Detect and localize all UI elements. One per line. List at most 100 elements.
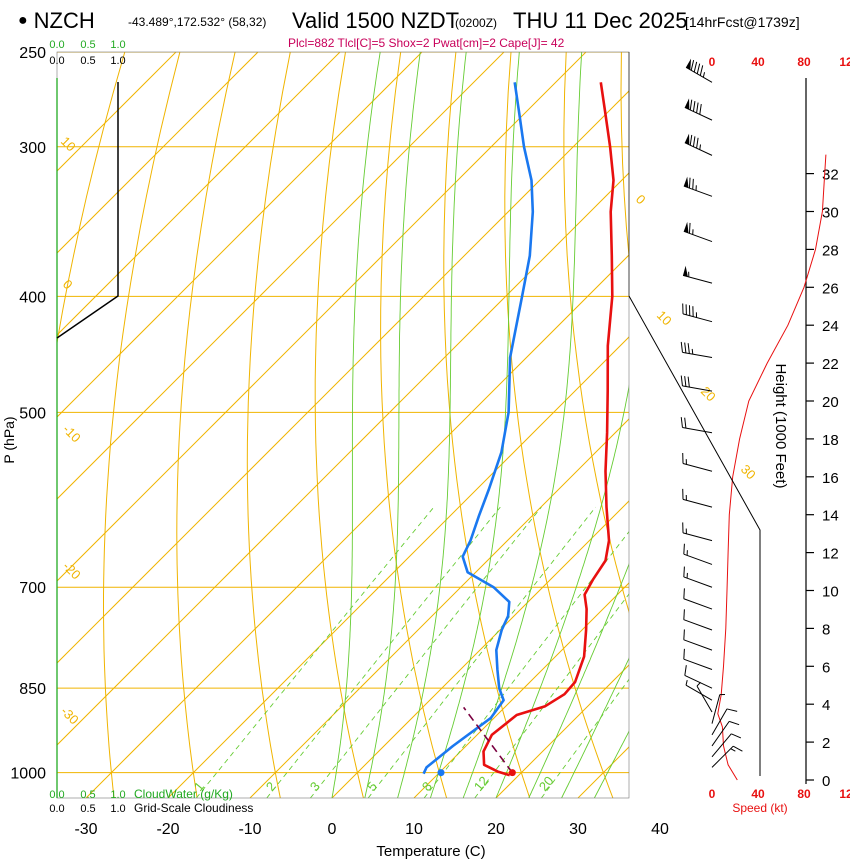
wind-barb-pennant bbox=[686, 58, 692, 70]
height-tick-label: 30 bbox=[822, 205, 839, 222]
x-tick-label: 10 bbox=[405, 821, 423, 838]
wind-barb-feather bbox=[726, 708, 738, 712]
pressure-tick-label: 500 bbox=[19, 405, 46, 422]
moist-adiabat-line bbox=[364, 52, 421, 798]
wind-barb-feather bbox=[692, 101, 696, 112]
wind-barb-staff bbox=[682, 427, 713, 434]
cloudwater-tick-top: 1.0 bbox=[110, 39, 125, 51]
isotherm-label: 0 bbox=[633, 192, 649, 208]
zulu-time: (0200Z) bbox=[455, 16, 498, 30]
wind-barb-staff bbox=[683, 553, 713, 565]
wind-barb-staff bbox=[711, 708, 728, 736]
cloudiness-tick-bottom: 1.0 bbox=[110, 803, 125, 815]
wind-barb bbox=[682, 453, 713, 472]
wind-barb-staff bbox=[684, 142, 713, 156]
plot-frame bbox=[56, 51, 630, 799]
dry-adiabat-line bbox=[620, 52, 629, 261]
mixing-ratio-label: 12 bbox=[471, 773, 492, 794]
speed-tick-bottom: 80 bbox=[797, 787, 811, 801]
height-tick-label: 8 bbox=[822, 621, 830, 638]
wind-barb-feather bbox=[683, 629, 685, 640]
wind-barb-staff bbox=[711, 745, 734, 768]
wind-barb-feather bbox=[684, 342, 687, 354]
wind-barb-feather bbox=[696, 137, 699, 149]
height-tick-label: 26 bbox=[822, 280, 839, 297]
cloudwater-axis-title: CloudWater (g/Kg) bbox=[134, 787, 233, 801]
isotherm-line bbox=[742, 52, 850, 798]
wind-barb-feather bbox=[689, 99, 693, 111]
wind-barb-staff bbox=[683, 185, 713, 197]
wind-barb-feather bbox=[693, 61, 698, 73]
wind-barb bbox=[711, 733, 742, 758]
wind-barb bbox=[685, 680, 713, 701]
y-axis-title: P (hPa) bbox=[1, 416, 17, 463]
wind-barb bbox=[711, 693, 725, 724]
wind-barb bbox=[682, 303, 713, 323]
height-tick-label: 32 bbox=[822, 167, 839, 184]
wind-barb bbox=[683, 543, 713, 565]
height-tick-label: 18 bbox=[822, 432, 839, 449]
wind-barb bbox=[711, 720, 740, 747]
wind-barb bbox=[711, 745, 743, 768]
wind-barb bbox=[682, 522, 713, 542]
wind-barb-feather bbox=[688, 177, 691, 189]
speed-tick-top: 12 bbox=[839, 55, 850, 69]
mixing-ratio-line bbox=[367, 506, 596, 798]
moist-adiabat-line bbox=[331, 52, 381, 798]
wind-barb-feather bbox=[699, 104, 702, 115]
height-tick-label: 0 bbox=[822, 773, 830, 790]
pressure-tick-label: 300 bbox=[19, 140, 46, 157]
wind-barb-pennant bbox=[683, 176, 689, 188]
isotherm-line bbox=[57, 90, 629, 664]
cloudiness-profile-line bbox=[56, 82, 119, 339]
dry-adiabat-line bbox=[842, 52, 850, 798]
wind-barb-feather bbox=[684, 417, 687, 429]
isotherm-line bbox=[331, 500, 629, 798]
height-tick-label: 22 bbox=[822, 356, 839, 373]
wind-barb-feather bbox=[687, 343, 690, 354]
wind-barb bbox=[683, 648, 713, 670]
pressure-tick-label: 700 bbox=[19, 580, 46, 597]
wind-barb-staff bbox=[683, 230, 713, 243]
station-dot-icon: ● bbox=[18, 12, 28, 29]
wind-barb bbox=[680, 375, 713, 392]
wind-barb-half-feather bbox=[699, 144, 702, 150]
mixing-ratio-line bbox=[474, 593, 629, 798]
pressure-tick-label: 250 bbox=[19, 45, 46, 62]
wind-barb bbox=[683, 609, 713, 631]
wind-barb-half-feather bbox=[685, 680, 688, 686]
wind-barb-feather bbox=[683, 588, 685, 599]
height-tick-label: 28 bbox=[822, 242, 839, 259]
isotherm-line bbox=[57, 52, 259, 254]
height-tick-label: 24 bbox=[822, 318, 839, 335]
wind-barb-staff bbox=[696, 685, 713, 713]
upper-link-line bbox=[628, 295, 761, 776]
wind-barb-staff bbox=[711, 721, 730, 747]
station-title: ● NZCH bbox=[18, 8, 95, 34]
dry-adiabat-line bbox=[57, 52, 126, 346]
wind-barb bbox=[684, 98, 713, 121]
parcel-path-line bbox=[462, 706, 513, 774]
height-tick-label: 2 bbox=[822, 735, 830, 752]
wind-barb-pennant bbox=[683, 265, 688, 277]
wind-barb bbox=[683, 629, 713, 651]
isotherm-label: -20 bbox=[60, 559, 84, 583]
forecast-info: [14hrFcst@1739z] bbox=[685, 14, 800, 30]
wind-barb-half-feather bbox=[702, 72, 706, 78]
dry-adiabat-line bbox=[380, 52, 448, 798]
cloudwater-tick-bottom: 0.5 bbox=[80, 789, 95, 801]
isotherm-line bbox=[57, 52, 587, 582]
cloudiness-tick-top: 0.0 bbox=[49, 55, 64, 67]
isotherm-label: -10 bbox=[60, 422, 84, 446]
isotherm-line bbox=[413, 582, 629, 798]
speed-tick-top: 80 bbox=[797, 55, 811, 69]
wind-barb-feather bbox=[699, 65, 704, 76]
wind-barb-pennant bbox=[684, 133, 690, 145]
wind-speed-profile-line bbox=[717, 154, 827, 781]
isotherm-line bbox=[57, 52, 341, 336]
surface-dewpoint-marker bbox=[437, 769, 445, 777]
wind-barb-feather bbox=[680, 375, 683, 386]
wind-barb bbox=[683, 221, 713, 243]
cloudwater-tick-top: 0.5 bbox=[80, 39, 95, 51]
height-tick-label: 10 bbox=[822, 584, 839, 601]
